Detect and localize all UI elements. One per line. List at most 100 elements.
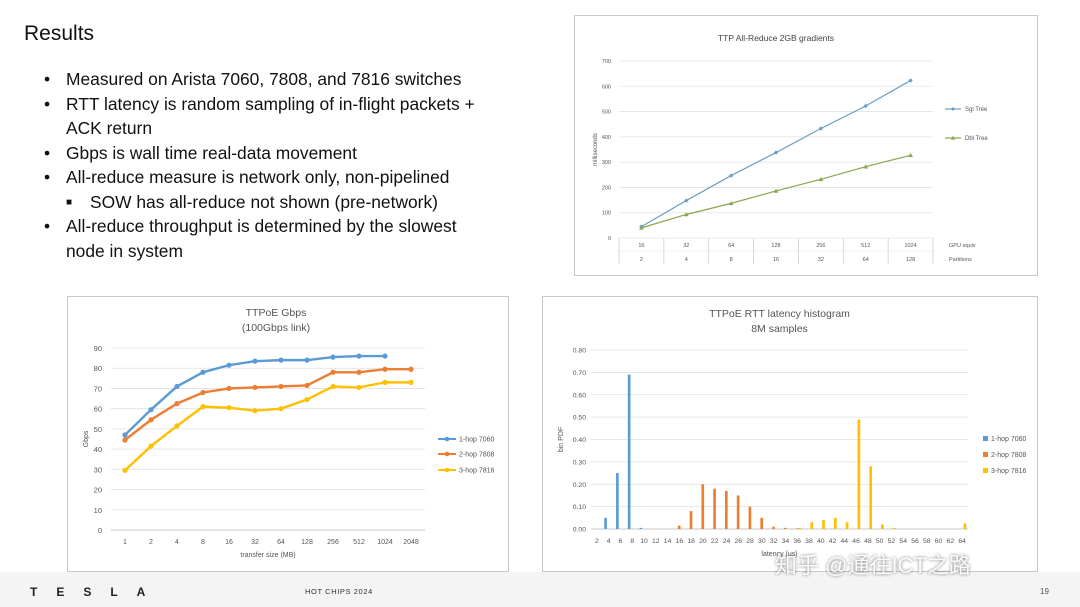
y-tick-label: 70: [94, 384, 102, 393]
x-tick-label: 56: [911, 538, 919, 545]
data-point-1: [330, 369, 336, 375]
y-tick-label: 0: [98, 526, 102, 535]
x-tick-label: 48: [864, 538, 872, 545]
legend-label: 2-hop 7808: [459, 452, 495, 459]
data-point-0: [382, 353, 388, 359]
histogram-bar-1: [772, 526, 775, 529]
bullet-continuation: node in system: [66, 240, 183, 261]
y-tick-label: 0.20: [573, 482, 586, 489]
y-tick-label: 0.10: [573, 504, 586, 511]
data-point-2: [148, 443, 154, 449]
data-point-1: [408, 366, 414, 372]
data-point-0: [252, 358, 258, 364]
y-tick-label: 300: [602, 160, 611, 166]
x-tick-label: 4: [607, 538, 611, 545]
bullet-item: • Measured on Arista 7060, 7808, and 7816…: [44, 67, 534, 92]
histogram-bar-1: [725, 490, 728, 529]
histogram-bar-0: [627, 374, 631, 529]
histogram-bar-0: [639, 527, 643, 529]
y-tick-label: 500: [602, 110, 611, 116]
rtt-histogram-panel: TTPoE RTT latency histogram 8M samples 0.0…: [542, 296, 1038, 572]
x-tick-label: 8: [201, 539, 205, 546]
x-tick-label-partitions: 64: [863, 257, 869, 263]
data-point-0: [356, 353, 362, 359]
data-point-2: [382, 379, 388, 385]
sub-bullet-item: ■ SOW has all-reduce not shown (pre-netwo…: [44, 190, 534, 215]
legend-swatch: [983, 436, 988, 441]
x-tick-label: 24: [723, 538, 731, 545]
y-tick-label: 60: [94, 405, 102, 414]
data-point-1: [304, 382, 310, 389]
y-tick-label: 90: [94, 344, 102, 353]
histogram-bar-2: [822, 520, 825, 529]
x-tick-label-partitions: 16: [773, 257, 779, 263]
histogram-bar-1: [795, 528, 799, 529]
histogram-bar-0: [616, 473, 619, 529]
x-tick-label: 32: [683, 243, 689, 249]
y-tick-label: 700: [602, 59, 611, 65]
ttp-allreduce-chart: TTP All-Reduce 2GB gradients 0 100 200 300 40…: [593, 33, 988, 264]
y-tick-label: 400: [602, 135, 611, 141]
data-point-0: [148, 407, 154, 413]
x-tick-label: 10: [640, 538, 648, 545]
x-tick-label: 14: [664, 538, 672, 545]
y-tick-label: 0.30: [573, 459, 586, 466]
data-point-0: [226, 362, 232, 368]
y-tick-label: 200: [602, 185, 611, 191]
y-tick-label: 80: [94, 364, 102, 373]
legend-label: Sgl Tree: [965, 107, 988, 113]
series-line-1: [124, 368, 411, 441]
bullet-dot-icon: •: [44, 69, 51, 89]
x-tick-label: 40: [817, 538, 825, 545]
y-tick-label: 40: [94, 445, 102, 454]
histogram-bar-2: [963, 523, 967, 529]
histogram-bar-1: [783, 527, 787, 529]
data-point-1: [728, 200, 734, 206]
ttp-allreduce-chart-panel: TTP All-Reduce 2GB gradients 0 100 200 300 40…: [574, 15, 1038, 276]
x-tick-label: 128: [301, 539, 313, 546]
footer-bar: [0, 572, 1080, 607]
data-point-1: [639, 225, 644, 230]
data-point-0: [908, 78, 913, 83]
slide-title: Results: [24, 22, 95, 45]
data-point-1: [818, 176, 824, 182]
x-tick-label: 32: [770, 538, 778, 545]
x-tick-label: 16: [225, 539, 233, 546]
legend-label: Dbl Tree: [965, 136, 988, 142]
histogram-bar-1: [736, 495, 740, 529]
x-tick-label: 64: [277, 539, 285, 546]
histogram-bar-0: [604, 517, 607, 529]
x-tick-label: 6: [619, 538, 623, 545]
legend-marker: [444, 436, 450, 442]
y-axis-label: bin PDF: [558, 427, 565, 452]
data-point-2: [252, 408, 258, 414]
data-point-0: [278, 357, 284, 363]
y-axis-label: Gbps: [83, 430, 90, 447]
bullet-dot-icon: •: [44, 93, 51, 114]
data-point-2: [278, 406, 284, 412]
x-tick-label: 26: [734, 538, 742, 545]
y-tick-label: 30: [94, 465, 102, 474]
x-tick-label: 34: [782, 538, 790, 545]
chart-subtitle: 8M samples: [751, 323, 808, 335]
histogram-bar-1: [689, 511, 693, 529]
x-tick-label: 256: [816, 243, 825, 249]
x-tick-label: 16: [638, 243, 644, 249]
histogram-bar-2: [881, 524, 884, 529]
data-point-2: [200, 404, 206, 410]
data-point-1: [278, 383, 284, 390]
y-tick-label: 0.50: [573, 415, 586, 422]
x-tick-label-partitions: 32: [818, 257, 824, 263]
legend-label: 1-hop 7060: [459, 437, 495, 444]
data-point-2: [356, 384, 362, 391]
data-point-0: [200, 369, 206, 375]
x-tick-label: 54: [899, 538, 907, 545]
bullet-item: • All-reduce measure is network only, non…: [44, 165, 534, 190]
x-tick-label: 50: [876, 538, 884, 545]
y-tick-label: 0.00: [573, 527, 586, 534]
y-tick-label: 0.80: [573, 348, 586, 355]
x-tick-label: 44: [841, 538, 849, 545]
x-tick-label: 1024: [904, 243, 916, 249]
conference-label: HOT CHIPS 2024: [305, 587, 373, 596]
histogram-bar-1: [701, 484, 705, 529]
